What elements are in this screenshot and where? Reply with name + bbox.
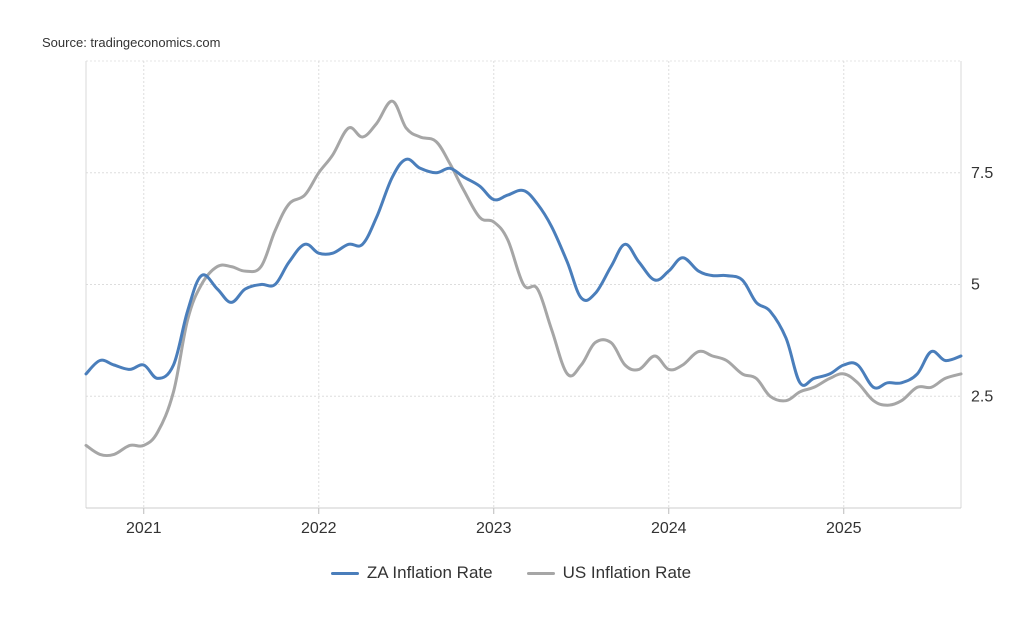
y-tick-label: 7.5 (971, 165, 993, 182)
x-tick-label: 2024 (651, 520, 687, 537)
legend-label-us: US Inflation Rate (562, 563, 692, 582)
label-layer: 2.5 5 7.5 2021 2022 2023 2024 2025 (126, 165, 993, 537)
x-tick-label: 2021 (126, 520, 162, 537)
y-tick-label: 2.5 (971, 388, 993, 405)
series-layer (84, 99, 963, 458)
legend-swatch-us (526, 571, 555, 575)
legend-item-za[interactable]: ZA Inflation Rate (330, 563, 493, 583)
series-line-us (84, 99, 963, 458)
series-line-za (84, 157, 963, 390)
x-tick-label: 2023 (476, 520, 512, 537)
y-tick-label: 5 (971, 277, 980, 294)
legend-label-za: ZA Inflation Rate (366, 563, 493, 582)
legend-swatch-za (330, 571, 359, 575)
source-label: Source: tradingeconomics.com (42, 35, 221, 50)
x-tick-label: 2022 (301, 520, 337, 537)
legend-item-us[interactable]: US Inflation Rate (526, 563, 692, 583)
axis-layer (85, 61, 962, 514)
legend: ZA Inflation Rate US Inflation Rate (0, 563, 1022, 583)
x-tick-label: 2025 (826, 520, 862, 537)
